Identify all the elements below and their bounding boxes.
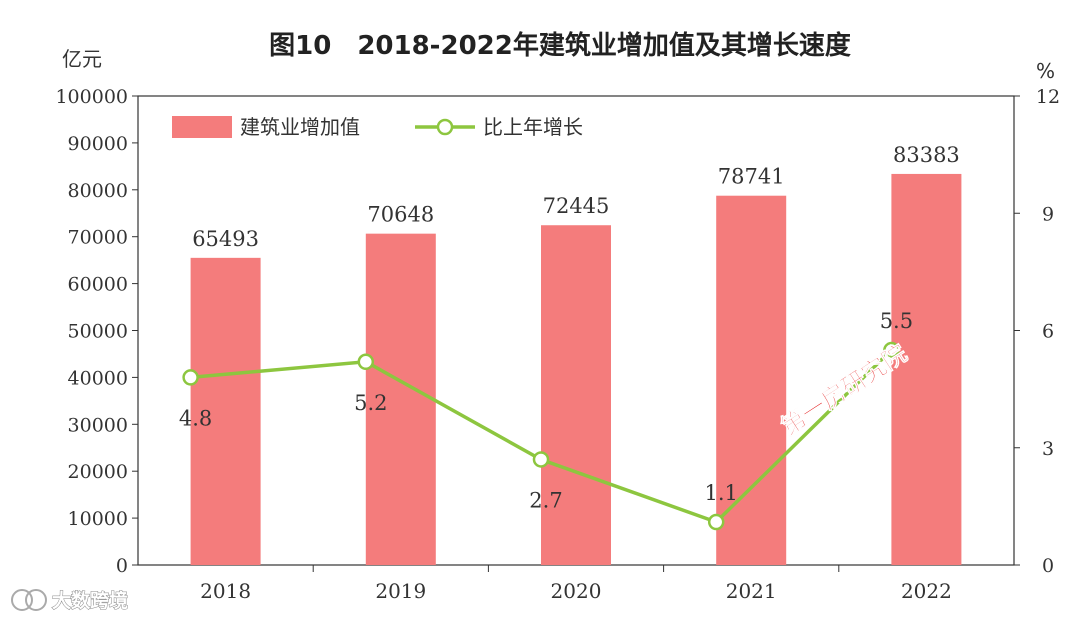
- growth-value-label: 1.1: [704, 481, 737, 505]
- logo: 大数跨境: [11, 589, 129, 613]
- bar-value-label: 70648: [367, 203, 434, 227]
- right-axis-unit: %: [1036, 59, 1055, 83]
- left-axis-tick-label: 30000: [68, 414, 128, 436]
- legend-label: 建筑业增加值: [240, 115, 360, 139]
- right-axis-tick-label: 3: [1042, 438, 1054, 460]
- legend: 建筑业增加值 比上年增长: [172, 115, 583, 139]
- right-axis-tick-label: 9: [1042, 203, 1054, 225]
- growth-value-label: 5.2: [354, 391, 387, 415]
- bar: [716, 195, 787, 565]
- left-axis-tick-label: 10000: [68, 508, 128, 530]
- growth-value-label: 5.5: [880, 309, 913, 333]
- x-axis-tick-label: 2022: [901, 579, 952, 603]
- right-axis-tick-label: 0: [1042, 555, 1054, 577]
- x-axis-tick-label: 2018: [200, 579, 251, 603]
- bar: [190, 257, 261, 565]
- left-axis-unit: 亿元: [62, 47, 102, 71]
- left-axis-tick-label: 80000: [68, 180, 128, 202]
- left-axis-tick-label: 100000: [55, 86, 128, 108]
- bar-value-label: 83383: [893, 143, 960, 167]
- bar-value-label: 78741: [718, 165, 785, 189]
- plot-area: 0 10000 20000 30000 40000 50000 60000 70000 8000…: [55, 86, 1060, 603]
- right-axis-tick-label: 12: [1036, 86, 1060, 108]
- legend-bar-swatch: [172, 116, 232, 138]
- growth-point: [707, 513, 725, 531]
- left-axis-tick-label: 40000: [68, 367, 128, 389]
- right-axis-tick-label: 6: [1042, 321, 1054, 343]
- left-axis-tick-label: 50000: [68, 321, 128, 343]
- legend-label: 比上年增长: [483, 115, 583, 139]
- left-axis-tick-label: 0: [116, 555, 128, 577]
- legend-line-marker: [436, 118, 454, 136]
- bar: [365, 233, 436, 565]
- bar-value-label: 72445: [543, 194, 610, 218]
- chart-title: 图10 2018-2022年建筑业增加值及其增长速度: [269, 30, 851, 61]
- bar-value-label: 65493: [192, 227, 259, 251]
- x-axis-tick-label: 2020: [551, 579, 602, 603]
- growth-point: [532, 451, 550, 468]
- left-axis-tick-label: 60000: [68, 274, 128, 296]
- logo-icon: [11, 589, 47, 611]
- left-axis-tick-label: 70000: [68, 227, 128, 249]
- bar: [541, 225, 611, 565]
- growth-value-label: 2.7: [529, 488, 562, 512]
- x-axis-tick-label: 2021: [726, 579, 777, 603]
- bar: [891, 173, 962, 566]
- left-axis-tick-label: 20000: [68, 461, 128, 483]
- growth-point: [883, 341, 900, 359]
- growth-value-label: 4.8: [179, 406, 212, 430]
- legend-item-line: 比上年增长: [415, 115, 583, 139]
- left-axis-tick-label: 90000: [68, 133, 128, 155]
- x-axis-tick-label: 2019: [375, 579, 426, 603]
- growth-point: [357, 353, 375, 371]
- legend-item-bars: 建筑业增加值: [172, 115, 360, 139]
- logo-text: 大数跨境: [52, 589, 128, 612]
- growth-point: [182, 369, 199, 386]
